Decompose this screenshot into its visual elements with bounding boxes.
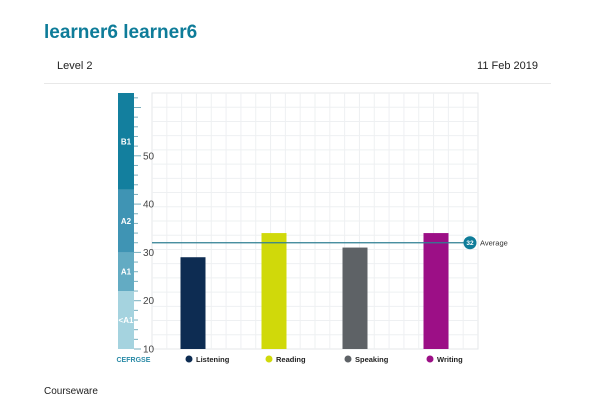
bar-speaking [342,247,368,349]
header-divider [44,83,551,84]
level-label: Level 2 [57,60,93,72]
cefr-band-label: A1 [121,268,132,277]
cefr-band-label: <A1 [119,316,134,325]
cefr-band-label: B1 [121,137,132,146]
legend-swatch [426,355,434,363]
cefr-band [118,291,134,349]
cefr-scale: <A1 A1 A2 B1 [118,93,134,349]
average-badge-value: 32 [466,240,474,247]
average-marker: 32 Average [152,236,508,250]
average-label: Average [480,239,508,248]
legend-swatch [344,355,352,363]
bar-reading [261,233,287,349]
report-date: 11 Feb 2019 [477,60,538,72]
learner-name: learner6 learner6 [44,22,198,43]
cefr-band [118,189,134,253]
gse-tick-label: 20 [143,296,155,307]
average-badge [463,236,477,250]
gse-tick-label: 30 [143,248,155,259]
cefr-axis-label: CEFR [116,357,135,364]
cefr-band [118,252,134,292]
legend-swatch [185,355,193,363]
legend-label: Reading [276,355,306,364]
gse-axis-label: GSE [136,357,151,364]
bar-writing [423,233,449,349]
gse-tick-label: 40 [143,200,155,211]
bars [180,233,449,349]
legend-label: Speaking [355,355,389,364]
legend-swatch [265,355,273,363]
bar-listening [180,257,206,349]
legend: Listening Reading Speaking Writing [185,355,463,364]
gse-axis: 10 20 30 40 50 CEFR GSE [116,97,155,364]
legend-label: Writing [437,355,463,364]
gse-tick-label: 50 [143,151,155,162]
cefr-band [118,93,134,190]
legend-label: Listening [196,355,230,364]
gse-tick-label: 10 [143,345,155,356]
courseware-heading: Courseware [44,386,98,397]
cefr-band-label: A2 [121,217,132,226]
